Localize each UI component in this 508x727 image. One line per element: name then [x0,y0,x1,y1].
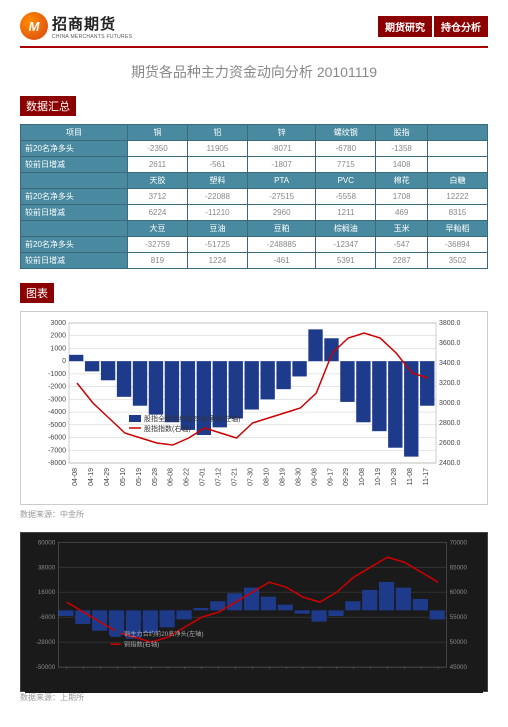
svg-text:09-17: 09-17 [327,468,334,486]
svg-text:65000: 65000 [450,564,468,571]
svg-text:07-12: 07-12 [216,468,223,486]
svg-text:10-08: 10-08 [359,468,366,486]
section-data-summary: 数据汇总 [20,96,76,116]
logo-cn-text: 招商期货 [52,13,132,34]
svg-text:-28000: -28000 [36,639,56,646]
svg-text:70000: 70000 [450,539,468,546]
svg-text:3200.0: 3200.0 [439,380,461,387]
chart2: 60000 70000 38000 65000 16000 60000 -6000 55000… [25,537,483,687]
svg-text:0: 0 [62,358,66,365]
svg-text:-3000: -3000 [48,396,66,403]
svg-text:1000: 1000 [50,345,66,352]
chart1-container: -8000 -7000 -6000 -5000 -4000 -3000 -2000 -1000… [20,311,488,505]
svg-text:08-19: 08-19 [279,468,286,486]
logo-en-text: CHINA MERCHANTS FUTURES [52,34,132,40]
svg-text:50000: 50000 [450,639,468,646]
summary-table: 项目铜铝锌螺纹钢股指 前20名净多头-235011905-8071-6780-1… [20,124,488,269]
svg-text:04-08: 04-08 [72,468,79,486]
svg-text:3000: 3000 [50,320,66,327]
svg-text:07-21: 07-21 [232,468,239,486]
svg-text:-7000: -7000 [48,447,66,454]
svg-text:11-08: 11-08 [407,468,414,485]
svg-text:09-29: 09-29 [343,468,350,486]
tag-research: 期货研究 [378,16,432,37]
svg-text:3000.0: 3000.0 [439,400,461,407]
svg-text:10-28: 10-28 [391,468,398,486]
header: M 招商期货 CHINA MERCHANTS FUTURES 期货研究 持仓分析 [20,12,488,48]
svg-text:-4000: -4000 [48,409,66,416]
svg-text:3400.0: 3400.0 [439,360,461,367]
chart1-caption: 数据来源：中金所 [20,509,488,520]
svg-text:铜指数(右轴): 铜指数(右轴) [124,640,159,648]
section-charts: 图表 [20,283,54,303]
svg-text:60000: 60000 [38,539,56,546]
svg-text:60000: 60000 [450,589,468,596]
svg-text:铜主力合约前20名净头(左轴): 铜主力合约前20名净头(左轴) [124,630,204,638]
svg-text:16000: 16000 [38,589,56,596]
svg-text:05-10: 05-10 [120,468,127,486]
svg-text:2600.0: 2600.0 [439,440,461,447]
svg-text:08-10: 08-10 [263,468,270,486]
svg-text:10-19: 10-19 [375,468,382,486]
svg-text:04-29: 04-29 [104,468,111,486]
svg-text:11-17: 11-17 [423,468,430,485]
logo: M 招商期货 CHINA MERCHANTS FUTURES [20,12,132,40]
svg-text:-50000: -50000 [36,664,56,671]
svg-text:06-08: 06-08 [168,468,175,486]
svg-text:55000: 55000 [450,614,468,621]
svg-text:-6000: -6000 [39,614,55,621]
svg-text:05-19: 05-19 [136,468,143,486]
chart2-container: 60000 70000 38000 65000 16000 60000 -6000 55000… [20,532,488,692]
svg-text:45000: 45000 [450,664,468,671]
chart2-caption: 数据来源：上期所 [20,692,488,703]
svg-text:2000: 2000 [50,333,66,340]
svg-text:2400.0: 2400.0 [439,460,461,467]
header-tags: 期货研究 持仓分析 [378,16,488,37]
page-title: 期货各品种主力资金动向分析 20101119 [20,62,488,82]
svg-text:-2000: -2000 [48,384,66,391]
svg-text:股指指数(右轴): 股指指数(右轴) [144,424,191,433]
logo-icon: M [20,12,48,40]
svg-text:38000: 38000 [38,564,56,571]
svg-text:05-28: 05-28 [152,468,159,486]
page: M 招商期货 CHINA MERCHANTS FUTURES 期货研究 持仓分析… [0,0,508,727]
svg-text:06-22: 06-22 [184,468,191,486]
svg-text:08-30: 08-30 [295,468,302,486]
svg-text:3600.0: 3600.0 [439,340,461,347]
svg-text:-6000: -6000 [48,435,66,442]
svg-text:04-19: 04-19 [88,468,95,486]
svg-text:07-30: 07-30 [248,468,255,486]
chart1: -8000 -7000 -6000 -5000 -4000 -3000 -2000 -1000… [27,318,481,498]
svg-text:09-08: 09-08 [311,468,318,486]
svg-text:2800.0: 2800.0 [439,420,461,427]
svg-text:-1000: -1000 [48,371,66,378]
svg-text:-5000: -5000 [48,422,66,429]
svg-text:股指全部合约前20名净多(左轴): 股指全部合约前20名净多(左轴) [144,414,240,423]
tag-position: 持仓分析 [434,16,488,37]
svg-text:07-01: 07-01 [200,468,207,486]
svg-text:-8000: -8000 [48,460,66,467]
svg-text:3800.0: 3800.0 [439,320,461,327]
